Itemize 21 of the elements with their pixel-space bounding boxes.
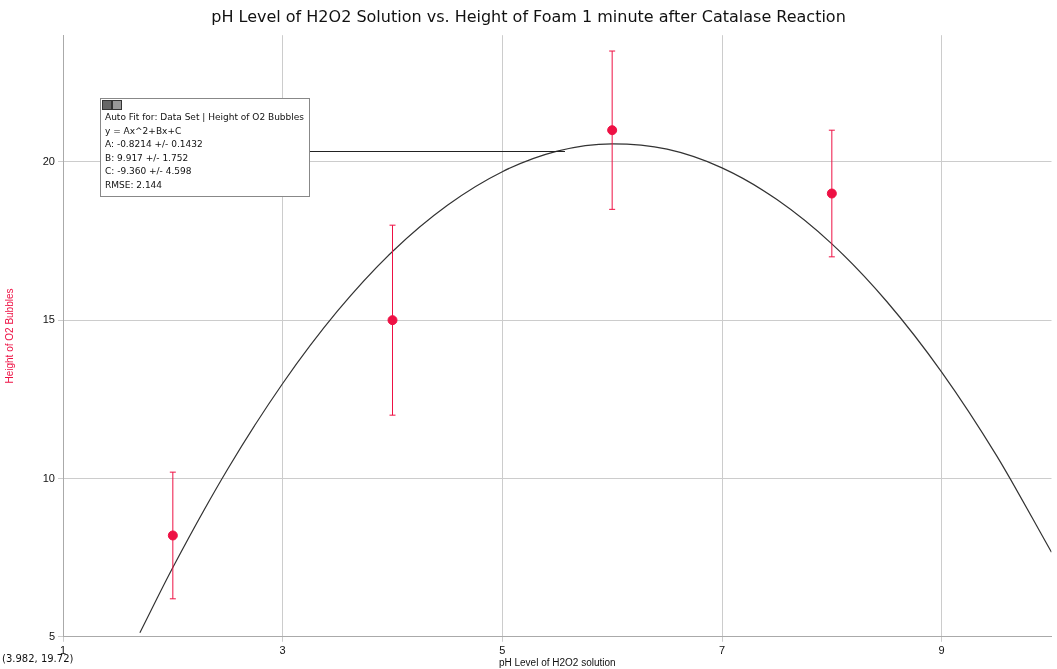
annotation: B: 9.917 +/- 1.752 <box>105 151 190 165</box>
y-tick-label: 5 <box>48 629 55 642</box>
point <box>167 530 178 541</box>
x-tick-label: 9 <box>938 644 945 657</box>
point <box>826 188 837 199</box>
annotation: RMSE: 2.144 <box>105 178 164 192</box>
chart-title: pH Level of H2O2 Solution vs. Height of Foam 1 minute after Catalase Reaction <box>211 6 846 26</box>
point <box>387 315 398 326</box>
annotation: C: -9.360 +/- 4.598 <box>105 165 193 178</box>
x-axis-title: pH Level of H2O2 solution <box>498 656 616 668</box>
annotation: Auto Fit for: Data Set | Height of O2 Bubbles <box>105 111 305 124</box>
y-tick-label: 15 <box>42 313 55 326</box>
y-tick-label: 20 <box>42 154 55 167</box>
point <box>607 125 618 136</box>
y-axis-title: Height of O2 Bubbles <box>3 288 15 384</box>
annotation: y = Ax^2+Bx+C <box>105 124 183 138</box>
x-tick-label: 3 <box>279 644 286 657</box>
y-tick-label: 10 <box>42 471 55 484</box>
x-tick-label: 7 <box>718 644 726 657</box>
x-tick-label: 5 <box>499 644 506 657</box>
annotation: A: -0.8214 +/- 0.1432 <box>105 138 204 151</box>
